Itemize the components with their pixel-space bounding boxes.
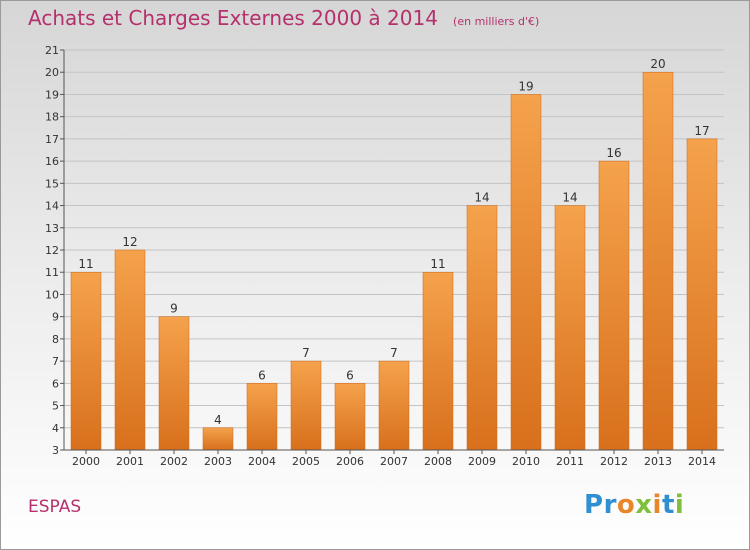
- data-label: 20: [650, 57, 665, 71]
- x-tick-label: 2003: [204, 455, 232, 468]
- data-label: 12: [122, 235, 137, 249]
- y-tick-label: 13: [45, 222, 59, 235]
- bar: [334, 383, 366, 451]
- bar: [290, 360, 322, 451]
- logo-letter: o: [616, 490, 636, 520]
- data-label: 6: [258, 368, 266, 382]
- y-tick-label: 15: [45, 177, 59, 190]
- x-tick-label: 2010: [512, 455, 540, 468]
- y-tick-label: 4: [52, 422, 59, 435]
- x-tick-label: 2000: [72, 455, 100, 468]
- data-label: 14: [474, 191, 489, 205]
- data-label: 14: [562, 191, 577, 205]
- chart-title-text: Achats et Charges Externes 2000 à 2014: [28, 6, 438, 30]
- bar: [642, 71, 674, 451]
- x-tick-label: 2011: [556, 455, 584, 468]
- y-tick-label: 6: [52, 377, 59, 390]
- logo-letter: i: [652, 490, 662, 520]
- y-tick-label: 12: [45, 244, 59, 257]
- x-tick-label: 2012: [600, 455, 628, 468]
- x-tick-label: 2006: [336, 455, 364, 468]
- logo-letter: i: [674, 490, 685, 520]
- data-label: 11: [78, 257, 93, 271]
- bar: [686, 138, 718, 451]
- x-tick-label: 2005: [292, 455, 320, 468]
- bar: [510, 94, 542, 451]
- bar: [422, 271, 454, 451]
- data-label: 19: [518, 79, 533, 93]
- logo-letter: P: [584, 490, 604, 520]
- logo-letter: t: [661, 490, 675, 520]
- axes: [63, 50, 724, 454]
- y-tick-label: 9: [52, 311, 59, 324]
- bar: [378, 360, 410, 451]
- y-tick-label: 20: [45, 66, 59, 79]
- x-tick-label: 2013: [644, 455, 672, 468]
- y-tick-label: 16: [45, 155, 59, 168]
- logo-letter: r: [603, 490, 617, 520]
- proxiti-logo: Proxiti: [584, 490, 684, 520]
- data-label: 16: [606, 146, 621, 160]
- y-axis-tick-labels: 3 4 5 6 7 8 9 10 11 12 13 14 15 16 17 18 19 20 21: [45, 44, 59, 457]
- x-tick-label: 2014: [688, 455, 716, 468]
- bar: [466, 205, 498, 451]
- y-tick-label: 5: [52, 400, 59, 413]
- chart-title: Achats et Charges Externes 2000 à 2014 (…: [28, 6, 539, 30]
- bar: [554, 205, 586, 451]
- x-tick-label: 2009: [468, 455, 496, 468]
- bar: [114, 249, 146, 451]
- x-tick-label: 2001: [116, 455, 144, 468]
- data-label: 11: [430, 257, 445, 271]
- data-labels: 11 12 9 4 6 7 6 7 11 14 19 14 16 20 17: [78, 57, 709, 427]
- y-tick-label: 14: [45, 200, 59, 213]
- y-tick-label: 3: [52, 444, 59, 457]
- commune-name: ESPAS: [28, 497, 82, 517]
- bar: [246, 383, 278, 451]
- bar: [70, 271, 102, 451]
- data-label: 17: [694, 124, 709, 138]
- x-tick-label: 2002: [160, 455, 188, 468]
- logo-letter: x: [635, 490, 653, 520]
- y-tick-label: 21: [45, 44, 59, 57]
- data-label: 7: [390, 346, 398, 360]
- x-tick-label: 2004: [248, 455, 276, 468]
- bar: [158, 316, 190, 451]
- chart-unit: (en milliers d'€): [453, 15, 540, 28]
- data-label: 4: [214, 413, 222, 427]
- y-tick-label: 18: [45, 111, 59, 124]
- data-label: 6: [346, 368, 354, 382]
- bar: [202, 427, 234, 451]
- x-tick-label: 2008: [424, 455, 452, 468]
- y-tick-label: 11: [45, 266, 59, 279]
- y-tick-label: 19: [45, 88, 59, 101]
- bars: [70, 71, 718, 451]
- y-tick-label: 10: [45, 288, 59, 301]
- bar: [598, 160, 630, 451]
- data-label: 7: [302, 346, 310, 360]
- x-tick-label: 2007: [380, 455, 408, 468]
- y-tick-label: 8: [52, 333, 59, 346]
- x-axis-tick-labels: 2000 2001 2002 2003 2004 2005 2006 2007 2008 2009…: [72, 455, 716, 468]
- data-label: 9: [170, 302, 178, 316]
- y-tick-label: 17: [45, 133, 59, 146]
- y-tick-label: 7: [52, 355, 59, 368]
